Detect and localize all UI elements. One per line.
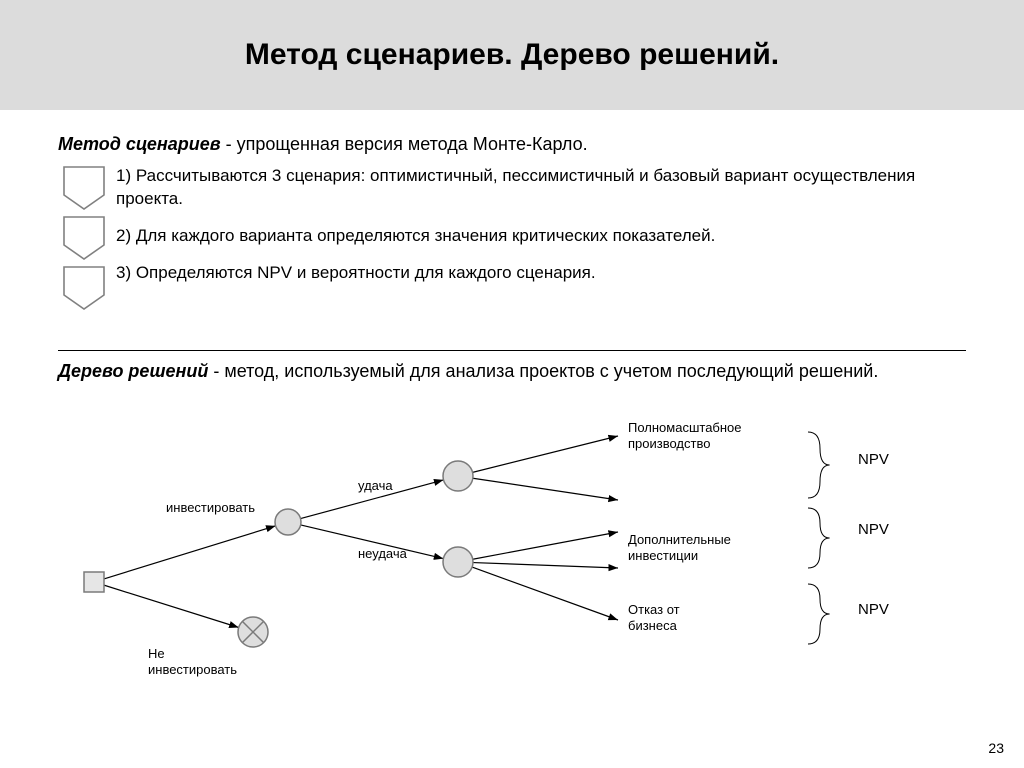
intro-decision-tree: Дерево решений - метод, используемый для… — [58, 361, 966, 382]
steps-text: 1) Рассчитываются 3 сценария: оптимистич… — [116, 165, 966, 299]
intro-lead-1: Метод сценариев — [58, 134, 221, 154]
step-2: 2) Для каждого варианта определяются зна… — [116, 225, 966, 248]
tree-label-leaf3: Отказ отбизнеса — [628, 602, 680, 633]
brace-2 — [808, 508, 830, 568]
brace-3 — [808, 584, 830, 644]
decision-tree-diagram: инвестировать Неинвестировать удача неудача… — [58, 392, 968, 692]
tree-label-fail: неудача — [358, 546, 408, 561]
step-3: 3) Определяются NPV и вероятности для ка… — [116, 262, 966, 285]
page-number: 23 — [988, 740, 1004, 756]
step-1: 1) Рассчитываются 3 сценария: оптимистич… — [116, 165, 966, 211]
intro-scenario-method: Метод сценариев - упрощенная версия мето… — [58, 134, 966, 155]
section-divider — [58, 350, 966, 351]
intro-lead-2: Дерево решений — [58, 361, 208, 381]
tree-node-root_square — [84, 572, 104, 592]
slide-body: Метод сценариев - упрощенная версия мето… — [0, 110, 1024, 697]
brace-1 — [808, 432, 830, 498]
tree-label-npv2: NPV — [858, 521, 889, 538]
tree-label-npv3: NPV — [858, 601, 889, 618]
tree-label-not_invest: Неинвестировать — [148, 646, 237, 677]
tree-node-invest_circle — [275, 509, 301, 535]
tree-label-npv1: NPV — [858, 451, 889, 468]
tree-label-leaf2: Дополнительныеинвестиции — [628, 532, 731, 563]
slide-title: Метод сценариев. Дерево решений. — [245, 38, 779, 72]
tree-node-fail_circle — [443, 547, 473, 577]
tree-node-success_circle — [443, 461, 473, 491]
chevron-stack-icon — [58, 165, 116, 335]
slide-header: Метод сценариев. Дерево решений. — [0, 0, 1024, 110]
chevron-column — [58, 165, 116, 340]
steps-block: 1) Рассчитываются 3 сценария: оптимистич… — [58, 165, 966, 340]
tree-label-leaf1: Полномасштабноепроизводство — [628, 420, 742, 451]
intro-rest-1: - упрощенная версия метода Монте-Карло. — [221, 134, 588, 154]
tree-label-invest: инвестировать — [166, 500, 255, 515]
tree-label-success: удача — [358, 478, 393, 493]
intro-rest-2: - метод, используемый для анализа проект… — [208, 361, 878, 381]
